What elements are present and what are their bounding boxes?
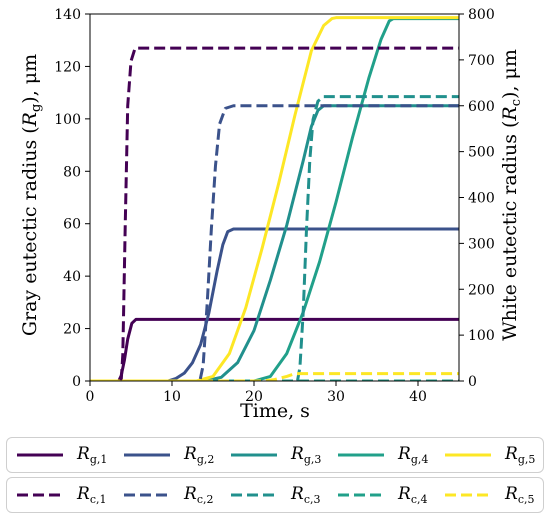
x-tick-label: 30 <box>327 389 345 405</box>
series-line-r-g-4 <box>90 17 459 381</box>
legend-item-r-g-2: Rg,2 <box>122 438 214 472</box>
legend-label: Rc,4 <box>398 484 428 506</box>
legend-item-r-g-3: Rg,3 <box>229 438 321 472</box>
legend-item-r-g-5: Rg,5 <box>443 438 535 472</box>
legend-item-r-c-1: Rc,1 <box>15 478 106 512</box>
x-tick-label: 20 <box>245 389 263 405</box>
series-line-r-g-2 <box>90 227 459 381</box>
legend-swatch <box>124 493 170 497</box>
plot-area: 0 10 20 30 400204060801001201400100200300400… <box>54 7 494 405</box>
legend-label: Rg,3 <box>291 444 322 466</box>
left-y-tick-label: 60 <box>63 217 81 233</box>
right-y-tick-label: 500 <box>468 145 495 161</box>
left-y-tick-label: 140 <box>54 7 81 23</box>
legend-label: Rc,5 <box>505 484 535 506</box>
legend-solid-series: Rg,1 Rg,2 Rg,3 Rg,4 Rg,5 <box>6 437 544 473</box>
x-tick-label: 10 <box>163 389 181 405</box>
legend-item-r-g-1: Rg,1 <box>15 438 107 472</box>
right-y-tick-label: 200 <box>468 282 495 298</box>
series-line-r-c-3 <box>90 95 459 381</box>
legend-swatch <box>124 453 170 457</box>
left-y-tick-label: 40 <box>63 269 81 285</box>
series-group <box>90 16 459 381</box>
legend-item-r-c-4: Rc,4 <box>336 478 427 512</box>
right-y-tick-label: 400 <box>468 191 495 207</box>
left-y-tick-label: 0 <box>72 374 81 390</box>
series-line-r-g-3 <box>90 104 459 381</box>
legend-item-r-c-5: Rc,5 <box>443 478 534 512</box>
x-axis-title: Time, s <box>240 400 310 422</box>
right-y-tick-label: 0 <box>468 374 477 390</box>
legend-item-r-c-2: Rc,2 <box>122 478 213 512</box>
legend-swatch <box>231 453 277 457</box>
legend-label: Rc,2 <box>184 484 214 506</box>
x-tick-label: 0 <box>86 389 95 405</box>
legend-item-r-c-3: Rc,3 <box>229 478 320 512</box>
legend-swatch <box>17 453 63 457</box>
legend-item-r-g-4: Rg,4 <box>336 438 428 472</box>
series-line-r-c-2 <box>90 104 459 381</box>
legend-swatch <box>231 493 277 497</box>
legend-label: Rg,2 <box>184 444 215 466</box>
right-y-tick-label: 300 <box>468 236 495 252</box>
legend-label: Rg,5 <box>505 444 536 466</box>
legend-swatch <box>445 453 491 457</box>
right-y-tick-label: 600 <box>468 99 495 115</box>
left-y-tick-label: 20 <box>63 322 81 338</box>
legend-swatch <box>338 453 384 457</box>
right-y-tick-label: 800 <box>468 7 495 23</box>
legend-label: Rc,1 <box>77 484 107 506</box>
legend-dashed-series: Rc,1 Rc,2 Rc,3 Rc,4 Rc,5 <box>6 477 544 513</box>
left-y-axis-title: Gray eutectic radius (Rg), μm <box>19 54 44 336</box>
right-y-tick-label: 100 <box>468 328 495 344</box>
series-line-r-g-5 <box>90 16 459 381</box>
legend-swatch <box>445 493 491 497</box>
legend-label: Rg,1 <box>77 444 108 466</box>
left-y-tick-label: 80 <box>63 164 81 180</box>
legend-swatch <box>17 493 63 497</box>
left-y-tick-label: 100 <box>54 112 81 128</box>
series-line-r-c-1 <box>90 46 459 381</box>
left-y-tick-label: 120 <box>54 59 81 75</box>
x-tick-label: 40 <box>409 389 427 405</box>
legend-label: Rc,3 <box>291 484 321 506</box>
legend-label: Rg,4 <box>398 444 429 466</box>
legend-swatch <box>338 493 384 497</box>
series-line-r-c-5 <box>90 372 459 381</box>
right-y-tick-label: 700 <box>468 53 495 69</box>
right-y-axis-title: White eutectic radius (Rc), μm <box>499 49 524 341</box>
